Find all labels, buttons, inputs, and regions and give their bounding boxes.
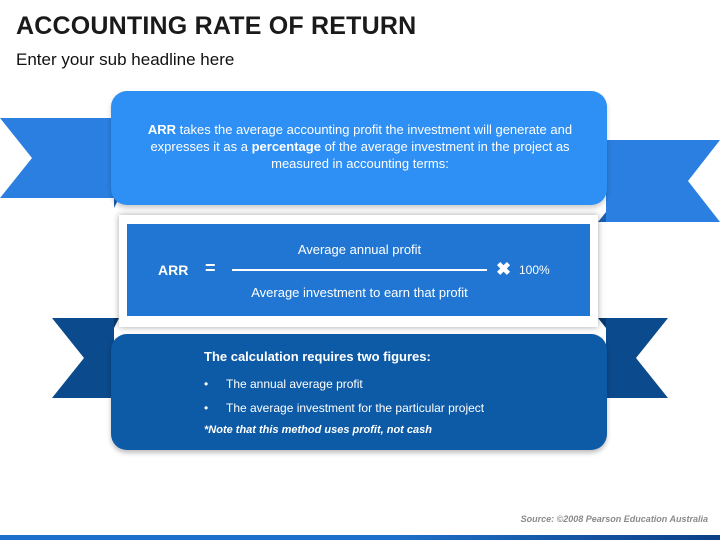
bullet-icon: • <box>204 401 209 415</box>
top-ribbon-right-fold <box>598 212 606 222</box>
source-credit: Source: ©2008 Pearson Education Australi… <box>520 514 708 524</box>
definition-box <box>111 91 607 205</box>
page-subtitle: Enter your sub headline here <box>16 50 235 69</box>
formula-label: ARR <box>158 262 189 278</box>
bottom-ribbon-right-tail <box>606 318 668 398</box>
calculation-heading: The calculation requires two figures: <box>204 349 431 364</box>
definition-text: ARR takes the average accounting profit … <box>140 121 580 172</box>
definition-part2: of the average investment in the project… <box>271 139 570 171</box>
bottom-ribbon-right-fold <box>598 318 606 328</box>
list-item: • The annual average profit <box>204 377 363 391</box>
top-ribbon-left-tail <box>0 118 114 198</box>
bottom-accent-bar <box>0 535 720 540</box>
formula-denominator: Average investment to earn that profit <box>251 285 468 300</box>
list-item-text: The annual average profit <box>226 377 363 391</box>
bullet-icon: • <box>204 377 209 391</box>
bottom-ribbon-left-fold <box>114 318 119 328</box>
list-item: • The average investment for the particul… <box>204 401 484 415</box>
top-ribbon-right-tail <box>606 140 720 222</box>
bottom-ribbon-left-tail <box>52 318 114 398</box>
definition-part1: takes the average accounting profit the … <box>150 122 573 154</box>
definition-emphasis: percentage <box>251 139 321 154</box>
list-item-text: The average investment for the particula… <box>226 401 485 415</box>
formula-equals: = <box>205 258 216 278</box>
calculation-box <box>111 334 607 450</box>
formula-numerator: Average annual profit <box>297 242 422 257</box>
definition-arr: ARR <box>147 122 177 137</box>
page-title: ACCOUNTING RATE OF RETURN <box>16 12 417 40</box>
fraction-line <box>232 269 487 271</box>
formula-multiplier: 100% <box>519 263 550 277</box>
multiply-icon: ✖ <box>496 259 512 279</box>
calculation-note: *Note that this method uses profit, not … <box>204 424 432 436</box>
